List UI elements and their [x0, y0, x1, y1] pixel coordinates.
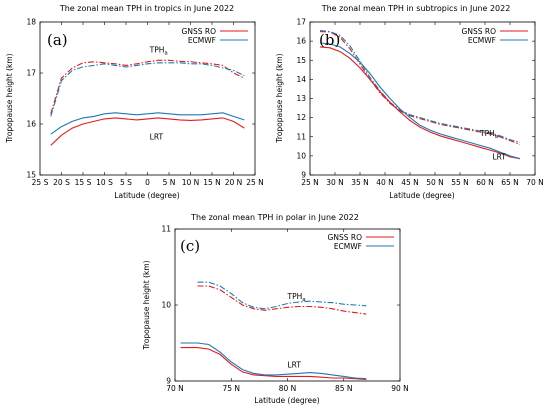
x-tick-label: 15 N: [203, 178, 221, 187]
series-line-ecmwf-tpha: [197, 281, 367, 310]
panel-a-xlabel: Latitude (degree): [114, 191, 179, 200]
y-tick-label: 10: [161, 301, 171, 310]
panel-a-legend: GNSS RO ECMWF: [182, 27, 248, 45]
y-tick-label: 9: [166, 377, 171, 386]
y-tick-label: 18: [26, 18, 36, 27]
x-tick-label: 40 N: [376, 178, 394, 187]
panel-c-frame: [174, 228, 401, 382]
panel-c: The zonal mean TPH in polar in June 2022…: [142, 213, 409, 405]
x-tick-label: 15 S: [75, 178, 92, 187]
x-tick-label: 65 N: [501, 178, 519, 187]
annotation-lrt: LRT: [493, 153, 507, 162]
panel-c-title: The zonal mean TPH in polar in June 2022: [190, 213, 359, 222]
x-tick-label: 5 S: [120, 178, 132, 187]
x-tick-label: 5 N: [163, 178, 176, 187]
x-tick-label: 55 N: [451, 178, 469, 187]
x-tick-label: 50 N: [426, 178, 444, 187]
y-tick-label: 11: [296, 132, 306, 141]
series-line-gnss-tpha: [50, 59, 245, 114]
panel-a-title: The zonal mean TPH in tropics in June 20…: [59, 4, 234, 13]
panel-a-frame: [39, 21, 256, 176]
series-line-ecmwf-tpha: [319, 30, 521, 144]
y-tick-label: 14: [296, 75, 306, 84]
legend-entry-gnss: GNSS RO: [328, 233, 363, 242]
panel-a: The zonal mean TPH in tropics in June 20…: [5, 4, 264, 200]
x-tick-label: 25 S: [32, 178, 49, 187]
x-tick-label: 60 N: [476, 178, 494, 187]
panel-b-legend: GNSS RO ECMWF: [462, 27, 528, 45]
x-tick-label: 70 N: [526, 178, 544, 187]
x-tick-label: 35 N: [351, 178, 369, 187]
panel-c-legend: GNSS RO ECMWF: [328, 233, 394, 251]
y-tick-label: 9: [301, 171, 306, 180]
x-tick-label: 90 N: [391, 384, 409, 393]
series-line-ecmwf-lrt: [319, 42, 521, 160]
legend-entry-gnss: GNSS RO: [462, 27, 497, 36]
x-tick-label: 45 N: [401, 178, 419, 187]
y-tick-label: 12: [296, 113, 306, 122]
series-line-gnss-lrt: [180, 347, 367, 381]
x-tick-label: 80 N: [279, 384, 297, 393]
x-tick-label: 20 S: [53, 178, 70, 187]
x-tick-label: 10 S: [96, 178, 113, 187]
series-line-gnss-lrt: [50, 117, 245, 146]
panel-c-ylabel: Tropopause height (km): [142, 260, 151, 350]
panel-a-ylabel: Tropopause height (km): [5, 53, 14, 143]
legend-entry-ecmwf: ECMWF: [334, 242, 362, 251]
x-tick-label: 70 N: [166, 384, 184, 393]
series-line-ecmwf-lrt: [50, 112, 245, 135]
annotation-tpha: TPHa: [479, 129, 498, 140]
x-tick-label: 25 N: [246, 178, 264, 187]
series-line-gnss-lrt: [319, 46, 521, 160]
x-tick-label: 85 N: [335, 384, 353, 393]
panel-b: The zonal mean TPH in subtropics in June…: [275, 4, 544, 200]
x-tick-label: 75 N: [222, 384, 240, 393]
panel-c-label: (c): [180, 237, 200, 255]
y-tick-label: 16: [296, 37, 306, 46]
series-line-ecmwf-tpha: [50, 62, 245, 117]
panel-b-title: The zonal mean TPH in subtropics in June…: [321, 4, 511, 13]
annotation-lrt: LRT: [150, 132, 164, 141]
series-line-ecmwf-lrt: [180, 342, 367, 380]
annotation-lrt: LRT: [288, 360, 302, 369]
legend-entry-ecmwf: ECMWF: [188, 36, 216, 45]
annotation-tpha: TPHa: [149, 46, 168, 57]
y-tick-label: 16: [26, 120, 36, 129]
y-tick-label: 15: [296, 56, 306, 65]
y-tick-label: 17: [296, 18, 306, 27]
x-tick-label: 0: [145, 178, 150, 187]
series-line-gnss-tpha: [319, 31, 521, 145]
panel-b-label: (b): [319, 31, 340, 49]
x-tick-label: 20 N: [225, 178, 243, 187]
y-tick-label: 13: [296, 94, 306, 103]
x-tick-label: 30 N: [326, 178, 344, 187]
y-tick-label: 11: [161, 225, 171, 234]
series-line-gnss-tpha: [197, 285, 367, 315]
y-tick-label: 10: [296, 151, 306, 160]
annotation-tpha: TPHa: [287, 292, 306, 303]
panel-a-label: (a): [47, 31, 68, 49]
panel-c-xlabel: Latitude (degree): [254, 396, 319, 405]
legend-entry-ecmwf: ECMWF: [468, 36, 496, 45]
legend-entry-gnss: GNSS RO: [182, 27, 217, 36]
x-tick-label: 10 N: [182, 178, 200, 187]
y-tick-label: 15: [26, 171, 36, 180]
panel-b-ylabel: Tropopause height (km): [275, 53, 284, 143]
panel-b-xlabel: Latitude (degree): [389, 191, 454, 200]
x-tick-label: 25 N: [301, 178, 319, 187]
y-tick-label: 17: [26, 69, 36, 78]
